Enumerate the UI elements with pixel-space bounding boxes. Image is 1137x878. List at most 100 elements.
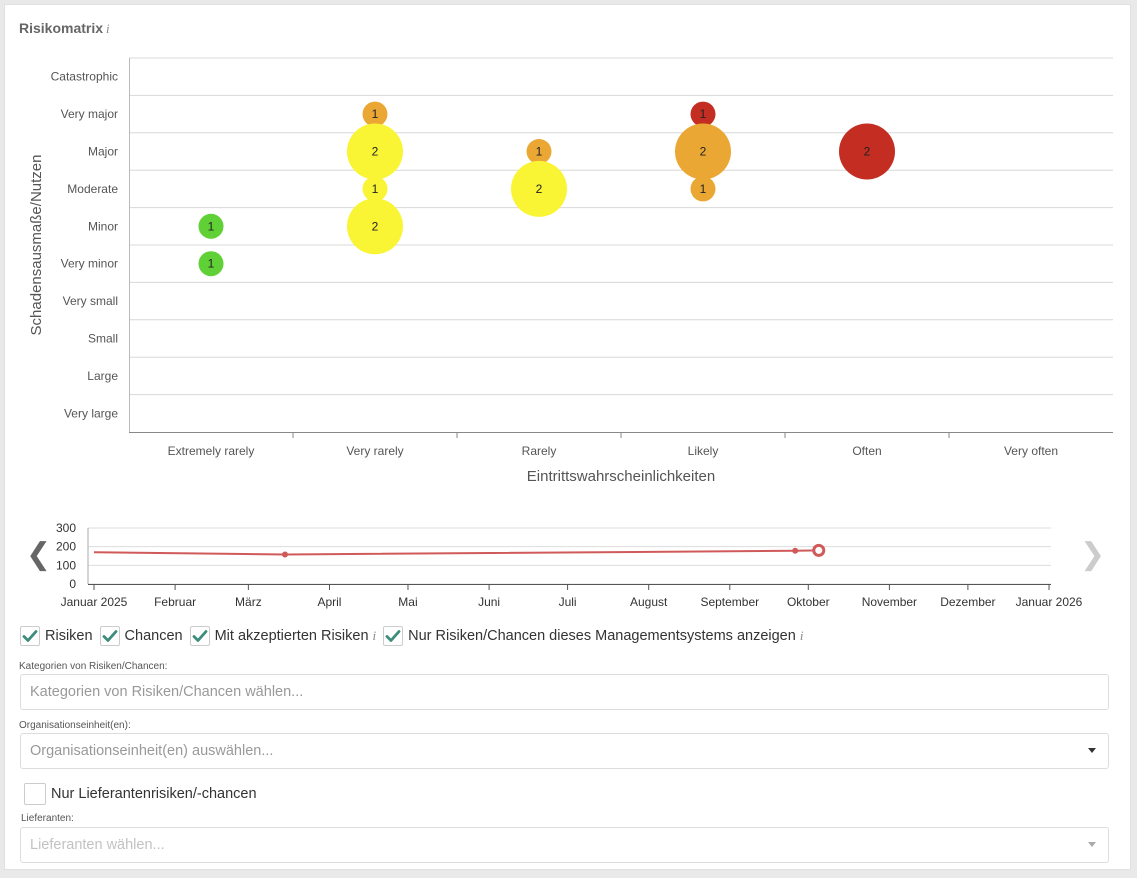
y-tick-label: Very major	[61, 107, 118, 121]
timeline-prev-arrow[interactable]: ❮	[26, 537, 52, 572]
org-units-select[interactable]: Organisationseinheit(en) auswählen...	[20, 733, 1109, 769]
risk-bubble[interactable]	[526, 139, 552, 164]
bubble-count-label: 2	[536, 182, 543, 196]
categories-placeholder: Kategorien von Risiken/Chancen wählen...	[30, 684, 304, 700]
timeline-next-arrow: ❯	[1080, 537, 1106, 572]
risk-matrix-panel: Risikomatrix i	[4, 4, 1131, 870]
x-tick-label: Februar	[154, 595, 196, 609]
panel-title: Risikomatrix i	[19, 20, 110, 37]
y-tick-label: Very minor	[61, 257, 118, 271]
y-tick-label: 200	[56, 540, 76, 554]
risk-bubble-chart: Catastrophic Very major Major Moderate Minor…	[28, 57, 1113, 485]
y-tick-label: Small	[88, 332, 118, 346]
x-tick-label: Juni	[478, 595, 500, 609]
info-icon[interactable]: i	[799, 628, 804, 643]
checkbox[interactable]	[99, 626, 120, 646]
x-tick-label: Januar 2026	[1016, 595, 1083, 609]
x-tick-label: Januar 2025	[61, 595, 128, 609]
checkbox-label: Risiken	[45, 628, 93, 644]
suppliers-placeholder: Lieferanten wählen...	[30, 837, 165, 853]
bubble-count-label: 2	[372, 219, 379, 233]
checkbox-label: Chancen	[124, 628, 183, 644]
y-axis-title: Schadensausmaße/Nutzen	[28, 155, 45, 336]
risk-bubble[interactable]	[690, 101, 716, 127]
checkbox-label: Mit akzeptierten Risiken	[214, 628, 369, 644]
risk-bubble[interactable]	[362, 101, 388, 127]
x-tick-label: Extremely rarely	[168, 444, 255, 458]
y-tick-label: Large	[87, 369, 118, 383]
x-tick-label: Very often	[1004, 444, 1058, 458]
x-tick-label: November	[862, 595, 917, 609]
filter-checkboxes: Risiken Chancen Mit akzeptierten Risiken i N…	[20, 626, 810, 646]
x-tick-label: August	[630, 595, 668, 609]
suppliers-select[interactable]: Lieferanten wählen...	[20, 827, 1109, 863]
bubble-count-label: 2	[372, 145, 379, 159]
x-tick-label: Likely	[688, 444, 719, 458]
risk-bubble[interactable]	[690, 176, 716, 202]
x-tick-label: März	[235, 595, 262, 609]
info-icon[interactable]: i	[372, 628, 377, 643]
caret-down-icon	[1088, 748, 1096, 753]
supplier-only-row: Nur Lieferantenrisiken/-chancen	[24, 783, 257, 805]
y-tick-label: Very large	[64, 406, 118, 420]
y-tick-label: 0	[69, 577, 76, 591]
x-tick-label: Mai	[398, 595, 417, 609]
data-point-marker[interactable]	[792, 547, 799, 554]
risk-bubble[interactable]	[347, 198, 403, 255]
x-tick-label: Very rarely	[346, 444, 403, 458]
categories-input[interactable]: Kategorien von Risiken/Chancen wählen...	[20, 674, 1109, 710]
checkbox-label: Nur Risiken/Chancen dieses Managementsys…	[408, 628, 796, 644]
y-tick-label: Minor	[88, 219, 118, 233]
x-axis-title: Eintrittswahrscheinlichkeiten	[527, 468, 715, 485]
timeline-line-chart[interactable]: 300 200 100 0 Januar 2025 Februar März April Mai…	[0, 515, 1137, 615]
x-tick-label: Often	[852, 444, 881, 458]
x-tick-label: Oktober	[787, 595, 830, 609]
checkmark-icon	[102, 630, 117, 642]
risk-bubble[interactable]	[839, 123, 895, 180]
risk-bubble[interactable]	[347, 123, 403, 180]
y-tick-label: 300	[56, 521, 76, 535]
risk-bubble[interactable]	[362, 176, 388, 202]
y-tick-label: Catastrophic	[51, 70, 118, 84]
supplier-only-checkbox[interactable]	[24, 783, 46, 805]
filter-checkbox-item[interactable]: Risiken	[20, 626, 93, 646]
bubble-count-label: 1	[372, 107, 379, 121]
suppliers-label: Lieferanten:	[21, 813, 74, 824]
bubble-count-label: 1	[208, 257, 215, 271]
y-tick-label: Major	[88, 145, 118, 159]
timeline-line	[93, 549, 819, 556]
bubble-count-label: 1	[372, 182, 379, 196]
categories-label: Kategorien von Risiken/Chancen:	[19, 661, 168, 672]
bubble-count-label: 2	[700, 145, 707, 159]
filter-checkbox-item[interactable]: Nur Risiken/Chancen dieses Managementsys…	[383, 626, 803, 646]
checkbox[interactable]	[383, 626, 404, 646]
x-tick-label: April	[317, 595, 341, 609]
caret-down-icon	[1088, 842, 1096, 847]
filter-checkbox-item[interactable]: Mit akzeptierten Risiken i	[189, 626, 377, 646]
bubble-count-label: 1	[536, 145, 543, 159]
bubble-count-label: 1	[700, 182, 707, 196]
org-units-placeholder: Organisationseinheit(en) auswählen...	[30, 743, 274, 759]
bubble-count-label: 1	[700, 107, 707, 121]
selected-point-marker[interactable]	[812, 543, 826, 557]
checkbox[interactable]	[189, 626, 210, 646]
filter-checkbox-item[interactable]: Chancen	[99, 626, 183, 646]
x-tick-label: Rarely	[522, 444, 557, 458]
panel-title-text: Risikomatrix	[19, 20, 104, 36]
checkmark-icon	[192, 630, 207, 642]
checkmark-icon	[22, 630, 38, 642]
risk-bubble[interactable]	[675, 123, 731, 180]
org-units-label: Organisationseinheit(en):	[19, 720, 131, 731]
y-tick-label: Very small	[63, 294, 118, 308]
risk-bubble[interactable]	[198, 213, 224, 239]
checkmark-icon	[385, 630, 401, 642]
y-tick-label: 100	[56, 558, 76, 572]
x-tick-label: Dezember	[940, 595, 995, 609]
risk-bubble[interactable]	[511, 160, 567, 217]
bubble-count-label: 1	[208, 219, 215, 233]
checkbox[interactable]	[20, 626, 40, 646]
risk-bubble[interactable]	[198, 251, 224, 277]
bubble-count-label: 2	[864, 145, 871, 159]
data-point-marker[interactable]	[282, 551, 288, 558]
info-icon[interactable]: i	[106, 21, 110, 36]
